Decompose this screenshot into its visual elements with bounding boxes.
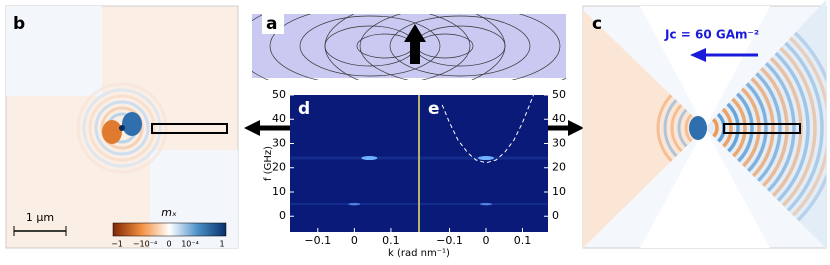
ring <box>705 72 761 184</box>
peak <box>348 202 361 206</box>
arrow-head <box>568 120 584 136</box>
y-tick-label: 40 <box>272 112 286 125</box>
peak <box>480 202 493 206</box>
ring <box>705 44 789 212</box>
colorbar-title: mₓ <box>161 206 177 219</box>
ring <box>705 23 810 233</box>
y-tick-label: 30 <box>272 136 286 149</box>
ring <box>656 79 705 177</box>
colorbar <box>112 222 227 237</box>
x-tick-label: 0 <box>351 234 358 247</box>
ring <box>705 51 782 205</box>
x-tick-label: 0 <box>483 234 490 247</box>
scale-bar-label: 1 μm <box>26 211 54 224</box>
ring <box>705 114 719 142</box>
y-axis-label: f (GHz) <box>263 146 274 181</box>
ring <box>705 9 824 247</box>
peak <box>361 156 378 161</box>
ring <box>705 93 740 163</box>
current-label: Jc = 60 GAm⁻² <box>664 28 759 42</box>
y-tick-label: 0 <box>279 209 286 222</box>
band <box>290 156 418 160</box>
stray-field-band <box>252 14 566 78</box>
arrow-head <box>244 120 260 136</box>
panel-c: c Jc = 60 GAm⁻² <box>582 0 827 249</box>
panel-label: c <box>592 14 602 34</box>
y-tick-label: 50 <box>272 88 286 101</box>
ring <box>705 65 768 191</box>
colorbar-tick: 10⁻⁴ <box>181 240 199 249</box>
ring <box>705 58 775 198</box>
spectra: d −0.1 0 0.1 0 10 20 30 40 50 f (GHz) k (rad nm⁻¹) e… <box>263 88 566 259</box>
panel-label: e <box>428 99 440 119</box>
ring <box>705 86 747 170</box>
panel-a: a <box>252 12 566 80</box>
spectrum <box>290 95 418 232</box>
y-tick-label: 0 <box>552 209 559 222</box>
current-arrow <box>690 48 706 62</box>
x-tick-label: 0.1 <box>382 234 400 247</box>
ring <box>663 86 705 170</box>
y-tick-label: 30 <box>552 136 566 149</box>
ring <box>677 100 705 156</box>
ring <box>705 100 733 156</box>
x-tick-label: −0.1 <box>436 234 463 247</box>
panel-b: b 1 μm mₓ −1 −10⁻⁴ 0 10⁻⁴ 1 <box>5 5 239 249</box>
y-tick-label: 20 <box>272 161 286 174</box>
colorbar-tick: −10⁻⁴ <box>133 240 157 249</box>
y-tick-label: 10 <box>552 185 566 198</box>
colorbar-tick: −1 <box>111 240 123 249</box>
colorbar-tick: 1 <box>219 240 224 249</box>
ring <box>705 37 796 219</box>
x-tick-label: −0.1 <box>304 234 331 247</box>
y-tick-label: 50 <box>552 88 566 101</box>
magnetization-arrow <box>404 24 426 42</box>
panel-label: b <box>13 14 25 34</box>
y-tick-label: 20 <box>552 161 566 174</box>
panel-label: a <box>266 14 277 34</box>
spectrum <box>420 95 548 232</box>
ring <box>705 16 817 240</box>
y-tick-label: 40 <box>552 112 566 125</box>
dispersion-curve <box>441 94 534 164</box>
x-tick-label: 0.1 <box>514 234 532 247</box>
panel-label: d <box>298 99 310 119</box>
ring <box>670 93 705 163</box>
ring <box>705 79 754 177</box>
colorbar-tick: 0 <box>166 240 171 249</box>
y-tick-label: 10 <box>272 185 286 198</box>
peak <box>478 156 495 161</box>
x-axis-label: k (rad nm⁻¹) <box>388 248 450 259</box>
ring <box>684 107 705 149</box>
